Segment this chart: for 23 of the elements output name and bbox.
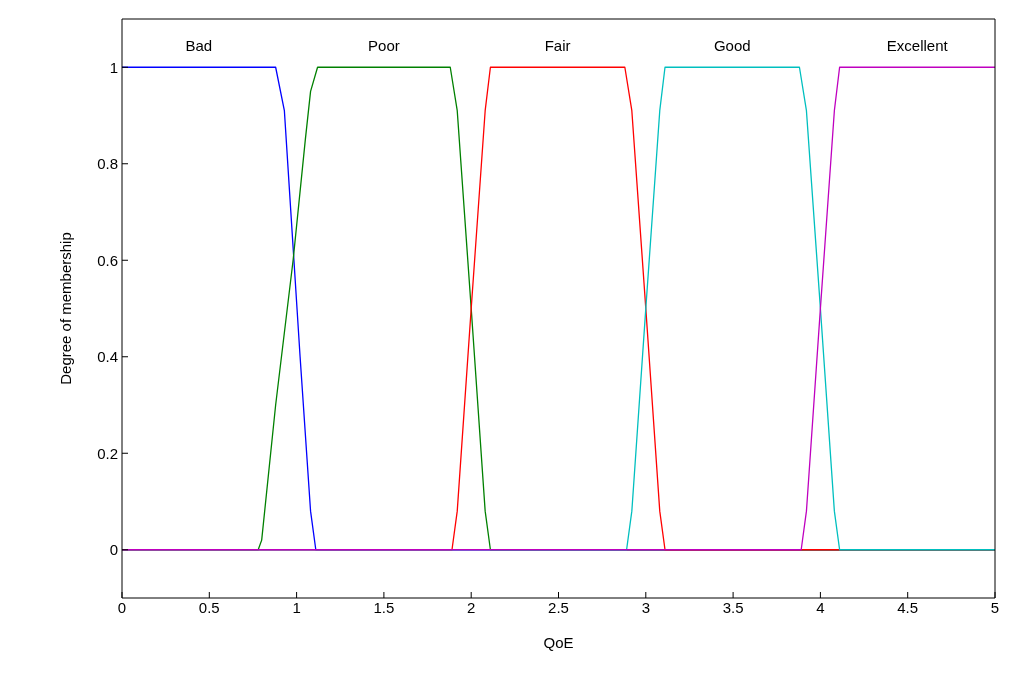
y-tick-label: 0.8 [97, 155, 118, 173]
series-label: Fair [544, 37, 571, 55]
x-tick-label: 1.5 [373, 598, 395, 616]
y-axis-title: Degree of membership [57, 232, 75, 385]
x-tick-label: 0.5 [198, 598, 220, 616]
series-label: Bad [185, 37, 213, 55]
x-tick-label: 2.5 [548, 598, 569, 616]
x-axis-title: QoE [543, 634, 574, 651]
y-tick-label: 0 [109, 541, 118, 559]
x-tick-label: 2 [467, 598, 476, 616]
series-label: Excellent [886, 37, 949, 55]
x-tick-label: 4 [816, 598, 825, 616]
x-tick-label: 1 [292, 598, 301, 616]
y-tick-label: 1 [109, 58, 118, 76]
y-tick-label: 0.6 [97, 251, 118, 269]
x-tick-label: 3 [641, 598, 650, 616]
x-tick-label: 5 [990, 598, 1000, 616]
y-tick-label: 0.2 [97, 444, 118, 462]
series-label: Poor [368, 37, 400, 55]
y-tick-label: 0.4 [97, 348, 118, 366]
x-tick-label: 3.5 [722, 598, 744, 616]
series-label: Good [713, 37, 751, 55]
x-tick-label: 4.5 [897, 598, 919, 616]
